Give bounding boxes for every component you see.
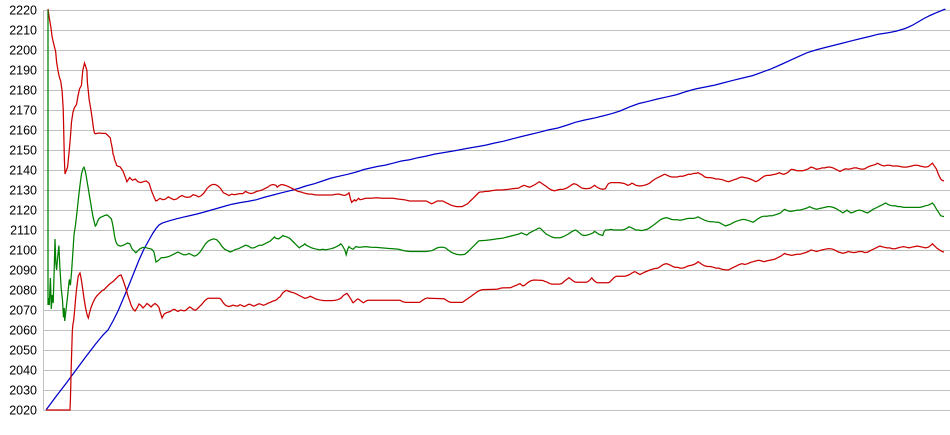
svg-text:2090: 2090 [9,264,37,278]
svg-text:2040: 2040 [9,364,37,378]
svg-text:2110: 2110 [10,224,37,238]
svg-text:2080: 2080 [9,284,37,298]
svg-text:2170: 2170 [9,104,37,118]
svg-text:2210: 2210 [9,24,37,38]
svg-text:2100: 2100 [9,244,37,258]
svg-text:2020: 2020 [9,404,37,418]
svg-text:2220: 2220 [9,4,37,18]
svg-text:2060: 2060 [9,324,37,338]
svg-text:2140: 2140 [9,164,37,178]
svg-text:2120: 2120 [9,204,37,218]
svg-text:2190: 2190 [9,64,37,78]
svg-text:2030: 2030 [9,384,37,398]
svg-text:2180: 2180 [9,84,37,98]
svg-text:2150: 2150 [9,144,37,158]
svg-text:2070: 2070 [9,304,37,318]
svg-text:2160: 2160 [9,124,37,138]
svg-text:2130: 2130 [9,184,37,198]
svg-text:2050: 2050 [9,344,37,358]
svg-text:2200: 2200 [9,44,37,58]
